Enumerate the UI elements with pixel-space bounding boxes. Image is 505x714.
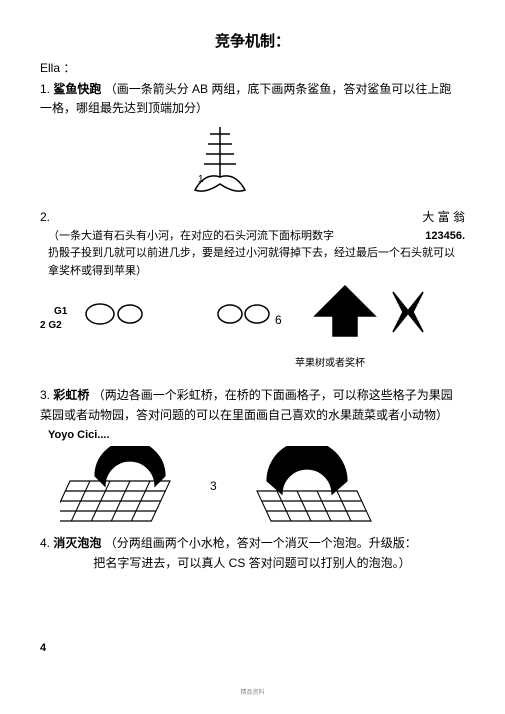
- item2-right-num: 123456.: [425, 228, 465, 246]
- item1-num: 1.: [40, 82, 50, 96]
- page-title: 竞争机制：: [40, 30, 465, 51]
- item-2: 2. 大 富 翁 （一条大道有石头有小河，在对应的石头河流下面标明数字 1234…: [40, 208, 465, 372]
- item-4: 4. 消灭泡泡 （分两组画两个小水枪，答对一个消灭一个泡泡。升级版： 把名字写进…: [40, 534, 465, 572]
- author-label: Ella ：: [40, 59, 465, 76]
- item4-num: 4.: [40, 536, 50, 550]
- yoyo-label: Yoyo Cici....: [40, 427, 465, 445]
- item4-desc-b: 把名字写进去，可以真人 CS 答对问题可以打别人的泡泡。）: [93, 556, 410, 570]
- item3-num: 3.: [40, 388, 50, 402]
- item3-mid-num: 3: [210, 477, 217, 496]
- g2-label: 2 G2: [40, 319, 67, 333]
- item1-desc: （画一条箭头分 AB 两组，底下画两条鲨鱼，答对鲨鱼可以往上跑 一格，哪组最先达…: [40, 82, 451, 115]
- item2-desc1: （一条大道有石头有小河，在对应的石头河流下面标明数字: [40, 228, 334, 246]
- svg-text:6: 6: [275, 313, 282, 327]
- footer-text: 精品资料: [0, 687, 505, 696]
- g1-label: G1: [40, 305, 67, 319]
- item2-num: 2.: [40, 208, 50, 227]
- item1-name: 鲨鱼快跑: [53, 82, 101, 96]
- item3-desc: （两边各画一个彩虹桥，在桥的下面画格子，可以称这些格子为果园 菜园或者动物园，答…: [40, 388, 453, 421]
- monopoly-figure: 6: [75, 284, 435, 354]
- page-number: 4: [40, 642, 46, 654]
- item4-name: 消灭泡泡: [53, 536, 101, 550]
- item2-desc2: 扔骰子投到几就可以前进几步，要是经过小河就得掉下去，经过最后一个石头就可以拿奖杯…: [40, 245, 465, 280]
- item2-caption: 苹果树或者奖杯: [260, 356, 400, 372]
- item2-right-label: 大 富 翁: [422, 210, 465, 224]
- shark-arrow-figure: 1: [40, 122, 460, 202]
- item3-name: 彩虹桥: [53, 388, 89, 402]
- item-1: 1. 鲨鱼快跑 （画一条箭头分 AB 两组，底下画两条鲨鱼，答对鲨鱼可以往上跑 …: [40, 80, 465, 202]
- rainbow-bridge-left: [60, 446, 190, 526]
- item-3: 3. 彩虹桥 （两边各画一个彩虹桥，在桥的下面画格子，可以称这些格子为果园 菜园…: [40, 386, 465, 526]
- rainbow-bridge-right: [237, 446, 387, 526]
- svg-text:1: 1: [198, 174, 204, 185]
- item4-desc-a: （分两组画两个小水枪，答对一个消灭一个泡泡。升级版：: [105, 536, 417, 550]
